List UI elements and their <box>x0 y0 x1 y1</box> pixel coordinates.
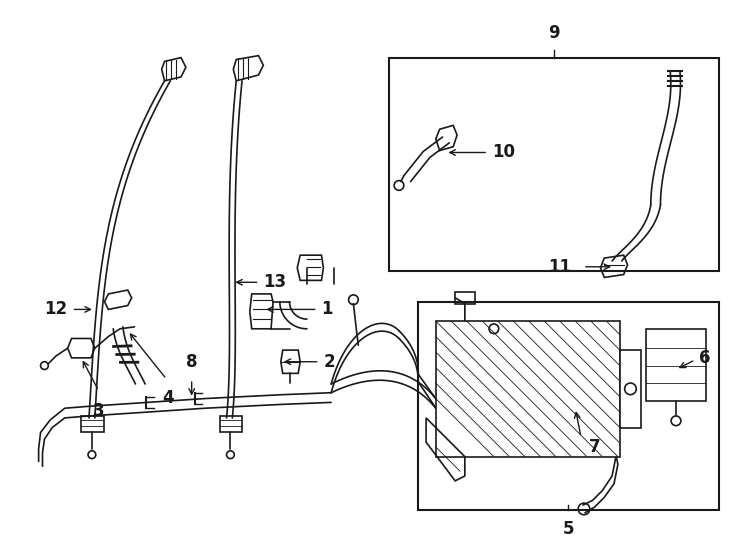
Text: 7: 7 <box>589 438 600 456</box>
Text: 2: 2 <box>324 353 335 371</box>
Text: 8: 8 <box>186 353 197 372</box>
Text: 12: 12 <box>45 300 68 319</box>
Text: 11: 11 <box>548 258 571 276</box>
Text: 3: 3 <box>93 402 104 421</box>
Text: 6: 6 <box>700 349 711 367</box>
Bar <box>646 329 706 401</box>
Bar <box>418 302 719 510</box>
Bar <box>389 58 719 271</box>
Text: 1: 1 <box>321 300 333 319</box>
Text: 5: 5 <box>563 519 574 538</box>
Bar <box>436 321 619 457</box>
Text: 13: 13 <box>264 273 286 291</box>
Text: 4: 4 <box>163 389 174 407</box>
Bar <box>619 350 641 428</box>
Text: 9: 9 <box>548 24 560 42</box>
Text: 10: 10 <box>492 144 515 161</box>
